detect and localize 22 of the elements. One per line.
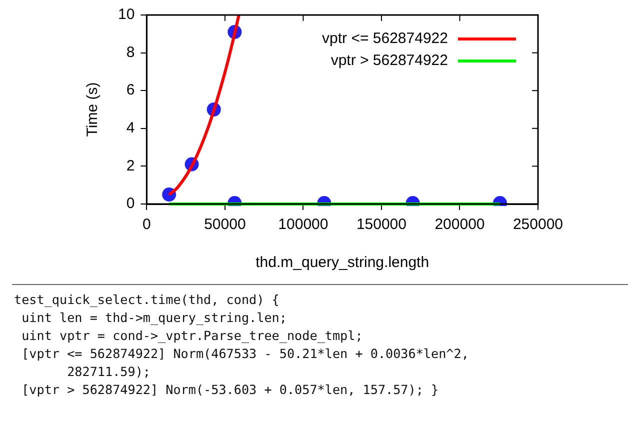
text: uint vptr = cond->_vptr.Parse_tree_node_tmpl; [20, 327, 364, 345]
x-axis-title: thd.m_query_string.length [256, 254, 430, 272]
y-tick-label: 2 [126, 157, 135, 174]
text: 282711.59); [66, 363, 152, 381]
x-tick-label: 0 [142, 216, 151, 234]
x-tick-label: 50000 [204, 216, 246, 234]
text: uint len = thd->m_query_string.len; [20, 309, 288, 327]
x-tick-label: 150000 [356, 216, 407, 234]
legend-label: vptr > 562874922 [330, 52, 448, 70]
y-tick-label: 4 [126, 120, 135, 137]
x-tick-label: 250000 [512, 216, 564, 234]
y-axis-title: Time (s) [84, 82, 102, 137]
text: [vptr > 562874922] Norm(-53.603 + 0.057*len, 157.57); } [20, 381, 440, 399]
x-tick-label: 200000 [434, 216, 485, 234]
y-tick-label: 0 [126, 195, 135, 212]
y-tick-label: 10 [118, 6, 135, 24]
y-tick-label: 6 [126, 82, 135, 99]
y-tick-label: 8 [126, 44, 135, 61]
text: [vptr <= 562874922] Norm(467533 - 50.21*len + 0.0036*len^2, [20, 345, 470, 363]
x-tick-label: 100000 [278, 216, 328, 234]
legend-label: vptr <= 562874922 [322, 30, 448, 48]
text: test_quick_select.time(thd, cond) { [14, 291, 280, 309]
